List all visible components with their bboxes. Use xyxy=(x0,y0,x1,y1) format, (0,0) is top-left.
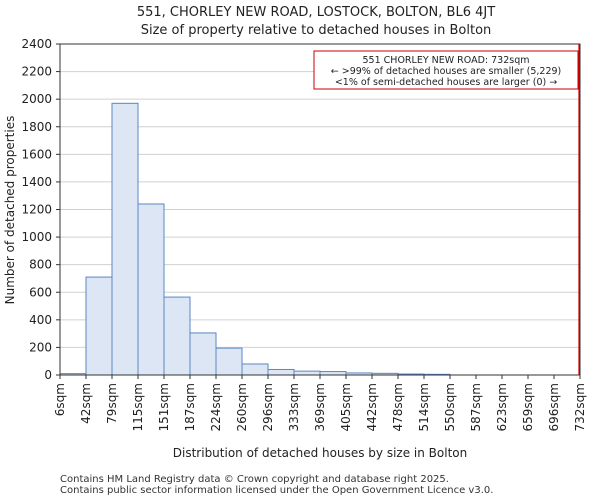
footer-licence: Contains public sector information licen… xyxy=(60,485,494,496)
annotation-box: 551 CHORLEY NEW ROAD: 732sqm ← >99% of d… xyxy=(313,50,579,90)
x-tick-label: 478sqm xyxy=(391,383,405,431)
x-tick-label: 6sqm xyxy=(53,383,67,416)
x-tick-label: 260sqm xyxy=(235,383,249,431)
x-axis-ticks: 6sqm 42sqm 79sqm 115sqm 151sqm 187sqm 224sqm 26… xyxy=(53,375,587,431)
histogram-bar xyxy=(85,276,113,376)
x-tick-label: 732sqm xyxy=(573,383,587,431)
y-tick-label: 2400 xyxy=(21,37,52,51)
x-tick-label: 79sqm xyxy=(105,383,119,424)
x-tick-label: 659sqm xyxy=(521,383,535,431)
y-tick-label: 2200 xyxy=(21,65,52,79)
y-tick-label: 600 xyxy=(29,285,52,299)
y-tick-label: 200 xyxy=(29,340,52,354)
bars xyxy=(59,102,451,376)
annotation-line-3: <1% of semi-detached houses are larger (… xyxy=(335,77,557,88)
histogram-bar xyxy=(319,371,347,376)
y-tick-label: 1800 xyxy=(21,120,52,134)
y-tick-label: 1000 xyxy=(21,230,52,244)
histogram-bar xyxy=(267,368,295,376)
x-tick-label: 696sqm xyxy=(547,383,561,431)
x-tick-label: 442sqm xyxy=(365,383,379,431)
y-tick-label: 2000 xyxy=(21,92,52,106)
x-tick-label: 115sqm xyxy=(131,383,145,431)
chart-title: 551, CHORLEY NEW ROAD, LOSTOCK, BOLTON, … xyxy=(137,5,495,20)
y-tick-label: 800 xyxy=(29,258,52,272)
annotation-line-1: 551 CHORLEY NEW ROAD: 732sqm xyxy=(363,55,530,66)
x-tick-label: 405sqm xyxy=(339,383,353,431)
x-tick-label: 224sqm xyxy=(209,383,223,431)
histogram-bar xyxy=(241,363,269,376)
x-tick-label: 514sqm xyxy=(417,383,431,431)
x-tick-label: 296sqm xyxy=(261,383,275,431)
histogram-bar xyxy=(189,332,217,376)
x-tick-label: 623sqm xyxy=(495,383,509,431)
x-tick-label: 42sqm xyxy=(79,383,93,424)
x-tick-label: 550sqm xyxy=(443,383,457,431)
histogram-bar xyxy=(293,370,321,376)
y-tick-label: 1600 xyxy=(21,147,52,161)
histogram-bar xyxy=(111,102,139,376)
y-tick-label: 1400 xyxy=(21,175,52,189)
histogram-bar xyxy=(137,203,165,376)
plot-frame xyxy=(59,43,581,376)
y-axis-ticks: 0 200 400 600 800 1000 1200 1400 1600 1800 2000 220… xyxy=(21,37,60,382)
histogram-bar xyxy=(163,296,191,376)
x-tick-label: 151sqm xyxy=(157,383,171,431)
x-tick-label: 333sqm xyxy=(287,383,301,431)
y-axis-label: Number of detached properties xyxy=(3,116,17,305)
chart-subtitle: Size of property relative to detached ho… xyxy=(141,23,492,38)
chart: 551, CHORLEY NEW ROAD, LOSTOCK, BOLTON, … xyxy=(3,5,587,460)
y-tick-label: 400 xyxy=(29,313,52,327)
y-tick-label: 0 xyxy=(44,368,52,382)
x-axis-label: Distribution of detached houses by size … xyxy=(173,446,467,460)
footer-copyright: Contains HM Land Registry data © Crown c… xyxy=(60,474,449,485)
x-tick-label: 369sqm xyxy=(313,383,327,431)
y-tick-label: 1200 xyxy=(21,203,52,217)
annotation-frame xyxy=(313,50,579,90)
histogram-bar xyxy=(215,347,243,376)
annotation-line-2: ← >99% of detached houses are smaller (5… xyxy=(331,66,562,77)
x-tick-label: 587sqm xyxy=(469,383,483,431)
x-tick-label: 187sqm xyxy=(183,383,197,431)
